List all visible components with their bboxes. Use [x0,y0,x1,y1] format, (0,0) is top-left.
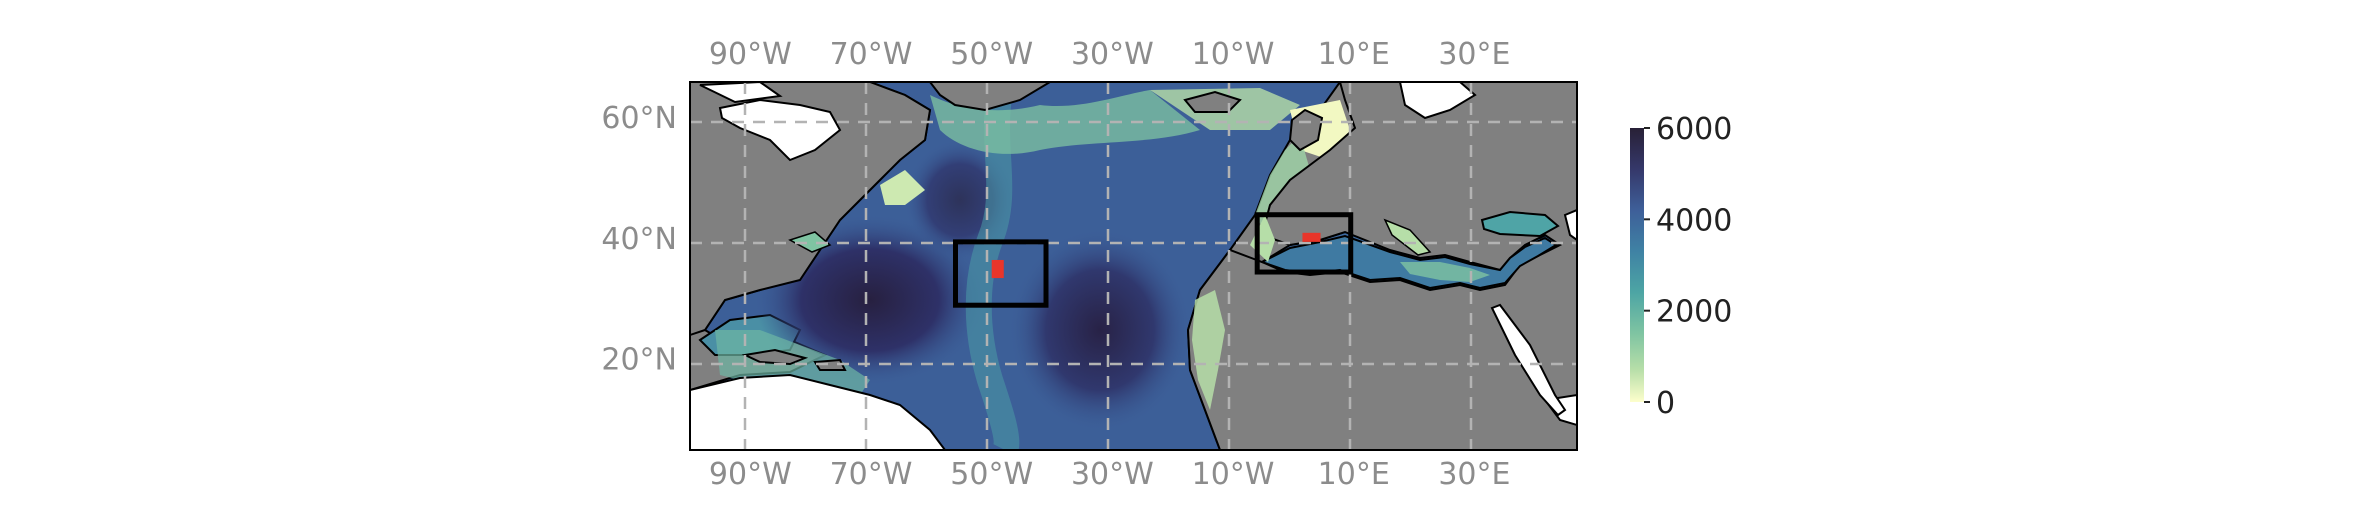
lon-tick-top: 30°E [1438,37,1510,72]
caspian-sea [1563,208,1577,242]
lon-tick-bottom: 10°W [1192,457,1275,492]
lat-tick: 20°N [601,343,677,378]
study-markers [991,232,1321,279]
mediterranean-shelf [1400,262,1490,282]
hudson-bay [718,98,842,162]
colorbar-tick-label: 6000 [1656,112,1732,147]
north-america-land [690,82,932,337]
colorbar-tick-label: 2000 [1656,295,1732,330]
gridlines [690,82,1577,450]
lon-tick-top: 50°W [950,37,1033,72]
latitude-ticks: 60°N 40°N 20°N [601,101,677,377]
lon-tick-bottom: 70°W [830,457,913,492]
marker-west-atlantic [991,259,1004,279]
african-shelf [1192,290,1225,410]
great-lakes [788,231,832,253]
colorbar-ticks: 6000 4000 2000 0 [1644,112,1732,421]
lon-tick-top: 10°W [1192,37,1275,72]
lon-tick-bottom: 30°W [1071,457,1154,492]
colorbar-tick-label: 0 [1656,386,1675,421]
lon-tick-bottom: 50°W [950,457,1033,492]
adriatic-sea [1383,218,1432,256]
lon-tick-top: 70°W [830,37,913,72]
colorbar-gradient [1630,128,1644,402]
lon-tick-bottom: 10°E [1318,457,1390,492]
british-isles-land [1288,108,1324,152]
lon-tick-bottom: 30°E [1438,457,1510,492]
colorbar: 6000 4000 2000 0 [1630,112,1732,421]
shelf-north [930,90,1200,154]
box-western-mediterranean [1254,212,1354,275]
marker-mediterranean [1302,232,1321,242]
shelf-newfoundland [880,170,925,205]
longitude-ticks-top: 90°W 70°W 50°W 30°W 10°W 10°E 30°E [709,37,1511,72]
red-sea [1490,303,1567,417]
map-panel [689,81,1578,451]
box-west-atlantic [952,239,1049,308]
lon-tick-bottom: 90°W [709,457,792,492]
lon-tick-top: 90°W [709,37,792,72]
scandinavia-water [1398,82,1477,120]
lat-tick: 60°N [601,101,677,136]
lon-tick-top: 30°W [1071,37,1154,72]
south-america-shore [760,405,900,450]
lat-tick: 40°N [601,222,677,257]
mid-atlantic-ridge [965,87,1020,450]
lon-tick-top: 10°E [1318,37,1390,72]
study-boxes [952,212,1354,308]
colorbar-tick-label: 4000 [1656,203,1732,238]
longitude-ticks-bottom: 90°W 70°W 50°W 30°W 10°W 10°E 30°E [709,457,1511,492]
cuba-land [741,348,809,366]
map-frame [689,81,1578,451]
deep-basin-east [1010,230,1190,430]
hispaniola-land [813,358,847,371]
black-sea [1480,210,1560,238]
greenland-land [928,82,1052,112]
iceland-land [1183,90,1242,113]
